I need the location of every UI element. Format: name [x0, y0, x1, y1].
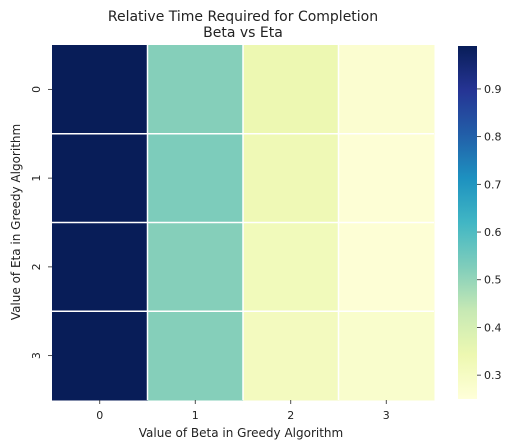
- cell-separators: [52, 45, 434, 400]
- y-tick-label: 1: [30, 175, 43, 182]
- y-tick-label: 0: [30, 86, 43, 93]
- colorbar: [458, 46, 477, 399]
- heatmap-cell: [338, 45, 435, 135]
- heatmap-cell: [338, 222, 435, 312]
- y-tick-label: 2: [30, 263, 43, 270]
- colorbar-tick-label: 0.6: [484, 226, 502, 239]
- heatmap-cell: [147, 222, 244, 312]
- chart-title: Relative Time Required for Completion: [108, 9, 378, 25]
- heatmap-cell: [52, 45, 148, 135]
- x-tick-label: 0: [96, 409, 103, 422]
- heatmap-cell: [147, 133, 244, 223]
- colorbar-tick-label: 0.9: [484, 83, 502, 96]
- x-axis-label: Value of Beta in Greedy Algorithm: [139, 426, 343, 440]
- colorbar-tick-label: 0.7: [484, 178, 502, 191]
- colorbar-tick-label: 0.5: [484, 274, 502, 287]
- heatmap-cell: [338, 133, 435, 223]
- heatmap-cell: [147, 45, 244, 135]
- y-axis-ticks: 0 1 2 3: [30, 86, 52, 359]
- colorbar-tick-label: 0.4: [484, 321, 502, 334]
- x-axis-ticks: 0 1 2 3: [96, 400, 390, 422]
- colorbar-tick-label: 0.3: [484, 369, 502, 382]
- colorbar-ticks: 0.3 0.4 0.5 0.6 0.7 0.8 0.9: [477, 83, 502, 382]
- heatmap-cell: [147, 311, 244, 401]
- heatmap-cell: [52, 311, 148, 401]
- heatmap-cell: [52, 133, 148, 223]
- heatmap-cells: [52, 45, 435, 401]
- heatmap-cell: [243, 311, 339, 401]
- y-tick-label: 3: [30, 352, 43, 359]
- y-axis-label: Value of Eta in Greedy Algorithm: [9, 124, 23, 320]
- heatmap-cell: [243, 222, 339, 312]
- heatmap-cell: [243, 45, 339, 135]
- heatmap-cell: [52, 222, 148, 312]
- x-tick-label: 1: [192, 409, 199, 422]
- colorbar-tick-label: 0.8: [484, 131, 502, 144]
- x-tick-label: 3: [383, 409, 390, 422]
- heatmap-cell: [338, 311, 435, 401]
- x-tick-label: 2: [287, 409, 294, 422]
- heatmap-cell: [243, 133, 339, 223]
- chart-subtitle: Beta vs Eta: [203, 25, 283, 41]
